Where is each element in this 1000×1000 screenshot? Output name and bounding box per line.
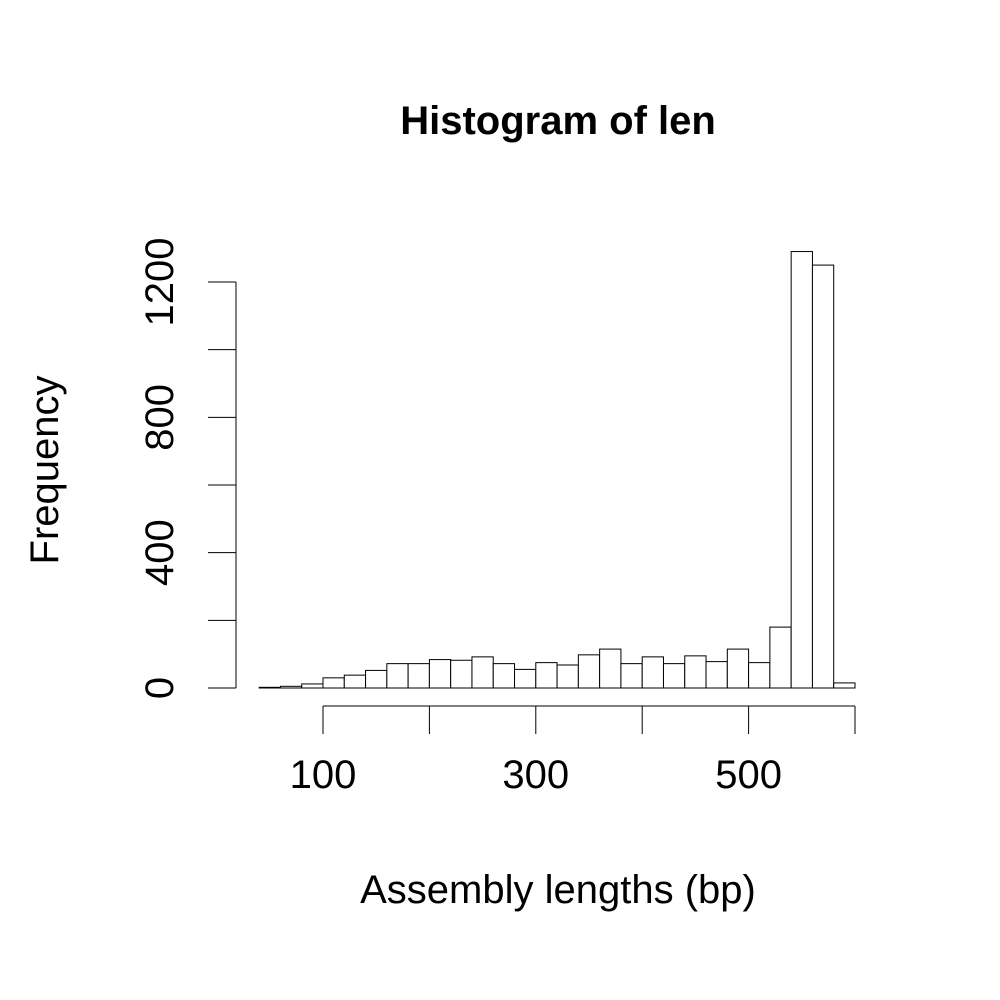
histogram-bar	[428, 659, 452, 689]
histogram-bar	[726, 648, 750, 689]
histogram-bar	[258, 686, 281, 689]
histogram-bar	[705, 661, 728, 689]
y-tick-label: 0	[138, 677, 182, 699]
histogram-bar	[662, 663, 686, 689]
histogram-bar	[769, 626, 792, 689]
histogram-bar	[790, 251, 813, 689]
histogram-bar	[577, 654, 601, 689]
histogram-bar	[556, 664, 579, 689]
histogram-bar	[684, 655, 707, 689]
histogram-bar	[748, 662, 771, 689]
bars-group	[258, 251, 856, 689]
histogram-bar	[811, 264, 835, 689]
y-axis-label: Frequency	[23, 376, 67, 565]
chart-title: Histogram of len	[400, 99, 716, 143]
y-tick-label: 400	[138, 519, 182, 586]
histogram-bar	[365, 669, 388, 689]
histogram-bar	[471, 656, 494, 689]
histogram-bar	[535, 662, 558, 689]
y-axis: 0 400 800 1200	[138, 238, 237, 699]
histogram-bar	[279, 685, 303, 689]
x-axis: 100 300 500	[290, 705, 856, 797]
histogram-bar	[641, 656, 664, 689]
y-tick-label: 1200	[138, 238, 182, 327]
histogram-bar	[599, 648, 622, 689]
histogram-bar	[450, 659, 473, 689]
histogram-bar	[386, 663, 409, 689]
histogram-bar	[620, 663, 643, 689]
x-axis-label: Assembly lengths (bp)	[360, 868, 756, 912]
histogram-bar	[343, 674, 367, 689]
y-tick-label: 800	[138, 384, 182, 451]
histogram-bar	[301, 683, 324, 689]
histogram-bar	[492, 663, 516, 689]
x-tick-label: 100	[290, 753, 357, 797]
histogram-bar	[322, 677, 345, 689]
x-tick-label: 500	[715, 753, 782, 797]
histogram-bar	[514, 668, 537, 689]
x-tick-label: 300	[502, 753, 569, 797]
histogram-bar	[833, 682, 856, 689]
histogram-bar	[407, 663, 430, 689]
